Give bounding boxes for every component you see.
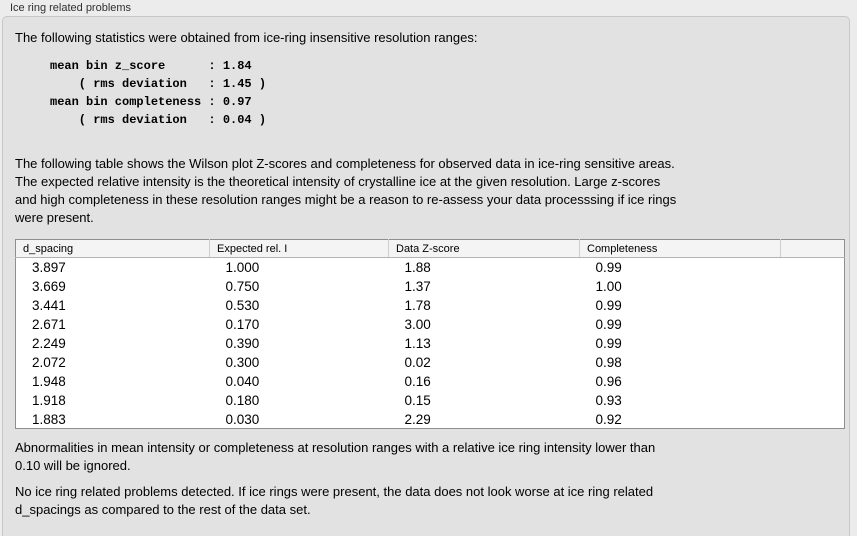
table-cell: 1.88 [404,260,431,276]
table-cell: 0.98 [595,355,622,370]
table-cell: 1.13 [404,336,431,351]
column-header-completeness[interactable]: Completeness [579,239,781,258]
table-cell: 0.93 [595,393,622,408]
table-cell: 2.072 [32,355,66,370]
stats-intro-text: The following statistics were obtained f… [15,30,478,45]
table-cell: 0.170 [225,317,260,332]
stats-monospace-block: mean bin z_score : 1.84 ( rms deviation … [50,59,267,127]
table-cell: 0.15 [404,393,431,408]
table-cell: 2.249 [32,336,66,351]
ice-ring-table: d_spacing Expected rel. I Data Z-score Comp… [15,239,845,429]
table-cell [781,353,845,372]
table-cell [781,372,845,391]
ice-ring-table-container: d_spacing Expected rel. I Data Z-score Comp… [15,239,845,429]
table-cell: 1.37 [404,279,431,294]
table-cell: 3.441 [32,298,66,313]
table-cell [781,277,845,296]
table-cell: 0.99 [595,317,622,332]
table-cell: 2.29 [404,411,431,427]
table-cell: 0.16 [404,374,431,389]
table-row[interactable]: 2.249 0.390 1.13 0.99 [16,334,845,353]
table-cell: 0.96 [595,374,622,389]
column-header-empty [780,239,845,258]
column-header-data-z-score[interactable]: Data Z-score [388,239,580,258]
table-cell: 3.669 [32,279,66,294]
table-cell: 1.000 [225,260,260,276]
table-cell: 0.300 [225,355,260,370]
table-cell: 0.99 [595,260,622,276]
table-cell: 0.02 [404,355,431,370]
table-row[interactable]: 3.897 1.000 1.88 0.99 [16,258,845,277]
table-cell [781,334,845,353]
table-row[interactable]: 2.671 0.170 3.00 0.99 [16,315,845,334]
table-header: d_spacing Expected rel. I Data Z-score Comp… [15,239,845,258]
column-header-d-spacing[interactable]: d_spacing [15,239,210,258]
table-cell: 1.00 [595,279,622,294]
conclusion-note: No ice ring related problems detected. I… [15,484,654,517]
ice-ring-group-box: The following statistics were obtained f… [2,16,850,536]
table-cell: 0.99 [595,298,622,313]
table-cell: 3.00 [404,317,431,332]
table-cell: 0.180 [225,393,260,408]
table-cell [781,315,845,334]
table-cell: 0.530 [225,298,260,313]
table-cell: 0.750 [225,279,260,294]
table-cell: 1.948 [32,374,66,389]
table-cell: 0.99 [595,336,622,351]
table-description-text: The following table shows the Wilson plo… [15,156,677,225]
table-cell: 0.390 [225,336,260,351]
table-row[interactable]: 1.883 0.030 2.29 0.92 [16,410,845,429]
table-cell: 2.671 [32,317,66,332]
table-row[interactable]: 1.918 0.180 0.15 0.93 [16,391,845,410]
ignore-threshold-note: Abnormalities in mean intensity or compl… [15,440,656,473]
group-box-title: Ice ring related problems [10,2,132,14]
table-row[interactable]: 3.669 0.750 1.37 1.00 [16,277,845,296]
table-cell [781,391,845,410]
column-header-expected-rel-i[interactable]: Expected rel. I [209,239,389,258]
table-cell: 0.040 [225,374,260,389]
table-row[interactable]: 3.441 0.530 1.78 0.99 [16,296,845,315]
table-row[interactable]: 2.072 0.300 0.02 0.98 [16,353,845,372]
table-row[interactable]: 1.948 0.040 0.16 0.96 [16,372,845,391]
table-cell [781,258,845,277]
table-cell: 3.897 [32,260,66,276]
table-cell: 1.78 [404,298,431,313]
table-cell: 0.030 [225,411,260,427]
table-cell: 0.92 [595,411,622,427]
table-cell: 1.883 [32,411,66,427]
table-cell [781,296,845,315]
table-cell: 1.918 [32,393,66,408]
table-cell [781,410,845,429]
